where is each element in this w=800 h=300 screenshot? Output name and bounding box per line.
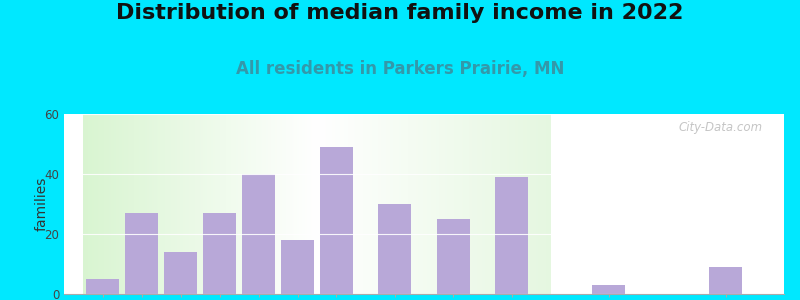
Bar <box>86 279 119 294</box>
Bar <box>203 213 236 294</box>
Bar <box>242 174 275 294</box>
Y-axis label: families: families <box>34 177 49 231</box>
Bar <box>592 285 626 294</box>
Text: Distribution of median family income in 2022: Distribution of median family income in … <box>116 3 684 23</box>
Bar <box>437 219 470 294</box>
Text: All residents in Parkers Prairie, MN: All residents in Parkers Prairie, MN <box>236 60 564 78</box>
Bar <box>378 204 411 294</box>
Bar <box>320 147 353 294</box>
Bar <box>126 213 158 294</box>
Bar <box>164 252 198 294</box>
Bar <box>281 240 314 294</box>
Bar <box>709 267 742 294</box>
Bar <box>495 177 528 294</box>
Text: City-Data.com: City-Data.com <box>678 121 762 134</box>
